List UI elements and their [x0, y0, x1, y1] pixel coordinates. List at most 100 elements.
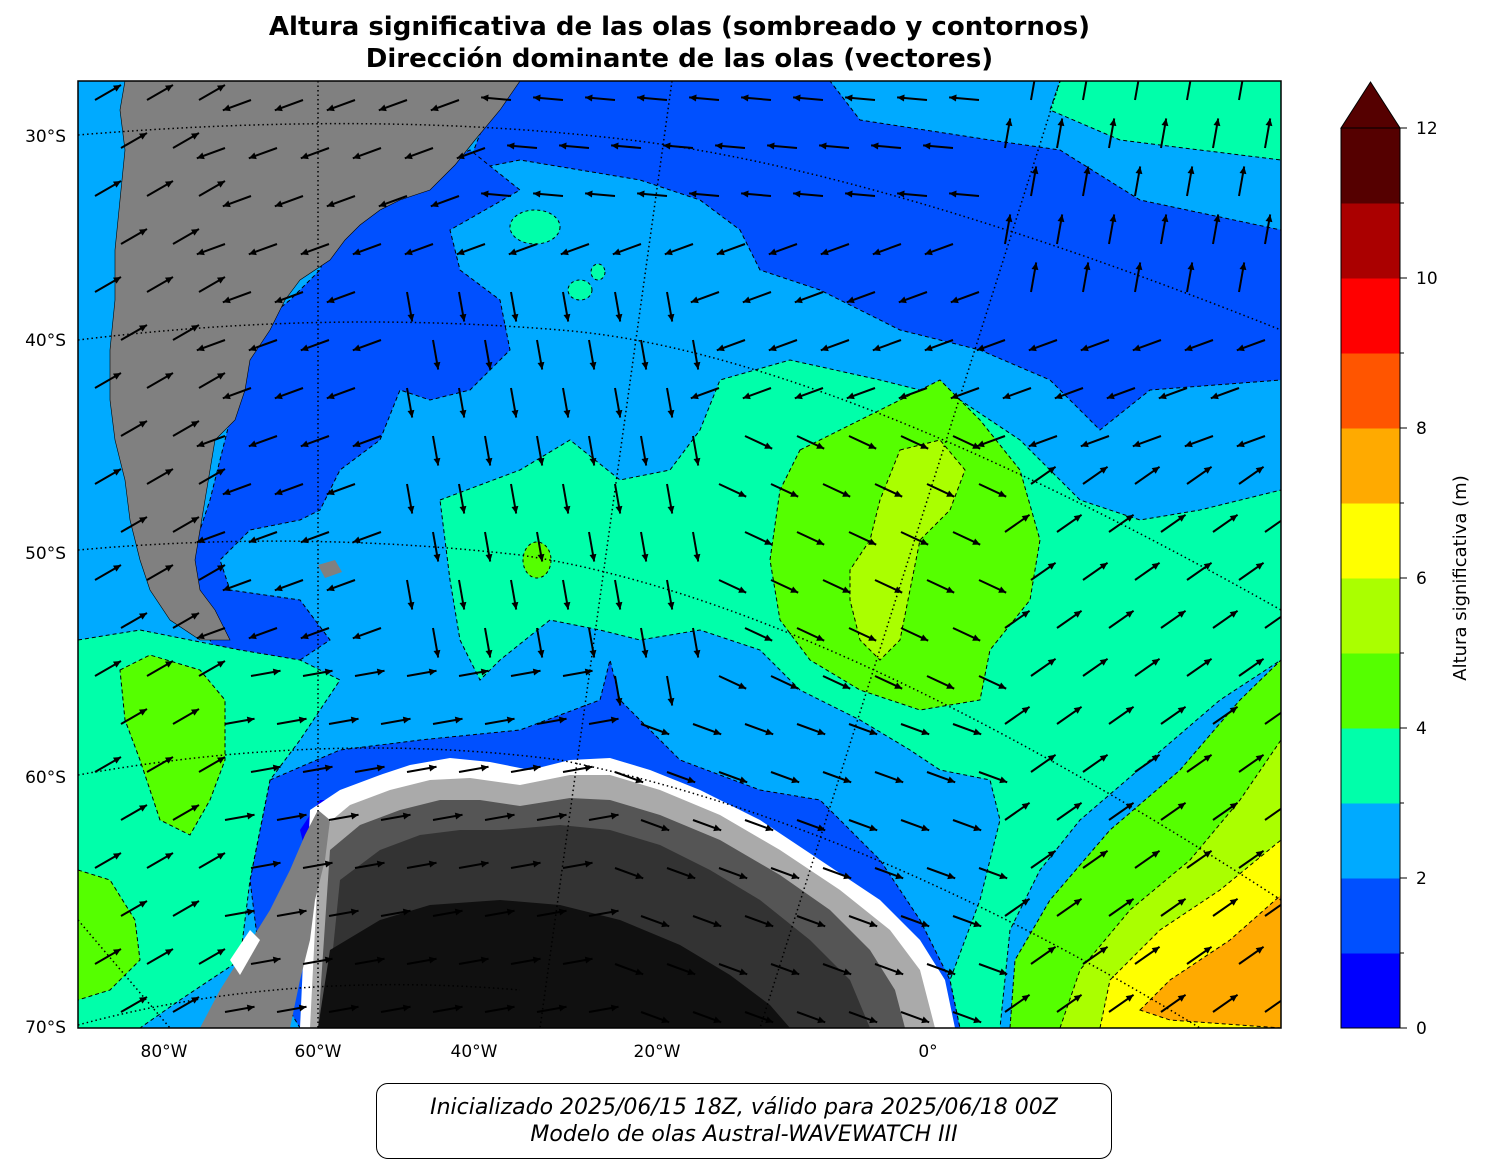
colorbar-tick-label: 6 — [1416, 569, 1427, 589]
wave-vector-head — [1005, 214, 1013, 223]
wave-vector-head — [716, 248, 725, 256]
wave-region-7-8m-southeast — [1139, 894, 1281, 1028]
map-frame — [77, 80, 1282, 1029]
wave-vector-head — [217, 85, 225, 92]
wave-vector-head — [563, 313, 571, 322]
lat-tick-label: 70°S — [25, 1018, 66, 1038]
wave-vector-head — [661, 920, 670, 928]
wave-vector-head — [1047, 466, 1056, 474]
wave-vector-head — [191, 325, 199, 332]
caption-line1: Inicializado 2025/06/15 18Z, válido para… — [430, 1095, 1058, 1120]
wave-region-4-5m-southwest — [78, 869, 141, 1001]
wave-vector-head — [1099, 754, 1108, 762]
wave-vector-head — [641, 649, 649, 658]
wave-vector-head — [1132, 440, 1141, 448]
wave-vector-head — [481, 94, 489, 102]
wave-vector-head — [972, 442, 981, 449]
ice-interior — [318, 900, 790, 1028]
wave-vector-head — [454, 1004, 463, 1012]
wave-vector-head — [767, 142, 775, 150]
wave-vector-head — [1255, 850, 1264, 858]
wave-vector-head — [1265, 118, 1273, 127]
wave-vector-head — [842, 490, 851, 497]
wave-vector-head — [921, 824, 930, 832]
wave-vector-head — [248, 248, 257, 256]
wave-vector-head — [559, 142, 567, 150]
wave-vector-head — [1021, 802, 1030, 810]
wave-vector-head — [976, 344, 985, 352]
wave-vector-head — [350, 716, 359, 724]
wave-vector-head — [693, 553, 701, 562]
wave-vector-head — [764, 442, 773, 449]
wave-vector-head — [560, 248, 569, 256]
wave-vector-head — [165, 661, 173, 668]
wave-vector-head — [667, 697, 675, 706]
wave-vector-head — [326, 104, 335, 112]
wave-vector-head — [610, 716, 619, 724]
wave-vector-head — [1187, 166, 1195, 175]
wave-vector-head — [715, 142, 723, 150]
wave-vector-head — [428, 668, 437, 676]
wave-vector-head — [191, 229, 199, 236]
wave-vector-head — [764, 634, 773, 641]
wave-vector-head — [794, 392, 803, 400]
wave-vector-head — [222, 104, 231, 112]
wave-vector-head — [998, 490, 1007, 497]
wave-patch-small-4 — [522, 541, 552, 579]
wave-vector-head — [1282, 803, 1290, 810]
colorbar-ticks: 0 2 4 6 8 10 12 — [1416, 119, 1438, 1039]
wave-vector-head — [998, 586, 1007, 593]
wave-vector-head — [1161, 118, 1169, 127]
map-title-line2: Dirección dominante de las olas (vectore… — [365, 44, 994, 74]
wave-vector-shaft — [1264, 519, 1281, 533]
wave-vector-head — [1203, 754, 1212, 762]
wave-vector-head — [1132, 344, 1141, 352]
wave-vector-head — [1109, 214, 1117, 223]
wave-vector-head — [1080, 440, 1089, 448]
wave-vector-head — [637, 190, 645, 198]
wave-vector-head — [407, 505, 415, 514]
wave-vector-head — [739, 872, 748, 880]
wave-vector-head — [924, 248, 933, 256]
wave-vector-head — [506, 812, 515, 820]
wave-vector-head — [946, 586, 955, 593]
wave-vector-head — [791, 872, 800, 880]
wave-vector-head — [248, 632, 257, 640]
parallel-30s — [78, 122, 1281, 331]
wave-vector-head — [615, 505, 623, 514]
wave-vector-head — [872, 344, 881, 352]
wave-vector-head — [1031, 166, 1039, 175]
wave-vector-head — [511, 409, 519, 418]
wave-vector-head — [139, 229, 147, 236]
wave-vector-head — [793, 190, 801, 198]
wave-vector-head — [1106, 392, 1115, 400]
colorbar-tick-label: 2 — [1416, 869, 1427, 889]
wave-vector-head — [511, 505, 519, 514]
wave-vector-head — [1099, 466, 1108, 474]
wave-vector-head — [511, 601, 519, 610]
wave-vector-head — [433, 457, 441, 466]
wave-vector-head — [713, 1016, 722, 1024]
wave-vector-head — [222, 488, 231, 496]
wave-vector-head — [1158, 392, 1167, 400]
map-title-line1: Altura significativa de las olas (sombre… — [268, 12, 1091, 42]
wave-vector-head — [165, 181, 173, 188]
wave-vector-head — [376, 860, 385, 868]
wave-vector-head — [350, 812, 359, 820]
wave-vector-head — [274, 392, 283, 400]
wave-vector-head — [949, 190, 957, 198]
wave-vector-head — [480, 956, 489, 964]
wave-vector-head — [1047, 850, 1056, 858]
wave-vector-head — [898, 392, 907, 400]
wave-vector-head — [1236, 440, 1245, 448]
wave-vector-head — [272, 668, 281, 676]
wave-region-3-4m-central — [439, 359, 1281, 1028]
wave-vector-head — [113, 757, 121, 764]
wave-vector-head — [1073, 994, 1082, 1002]
wave-vector-head — [352, 536, 361, 544]
wave-vector-head — [1210, 392, 1219, 400]
wave-vector-head — [1073, 802, 1082, 810]
wave-vector-head — [217, 181, 225, 188]
wave-vector-head — [274, 296, 283, 304]
map-area — [78, 81, 1281, 1028]
